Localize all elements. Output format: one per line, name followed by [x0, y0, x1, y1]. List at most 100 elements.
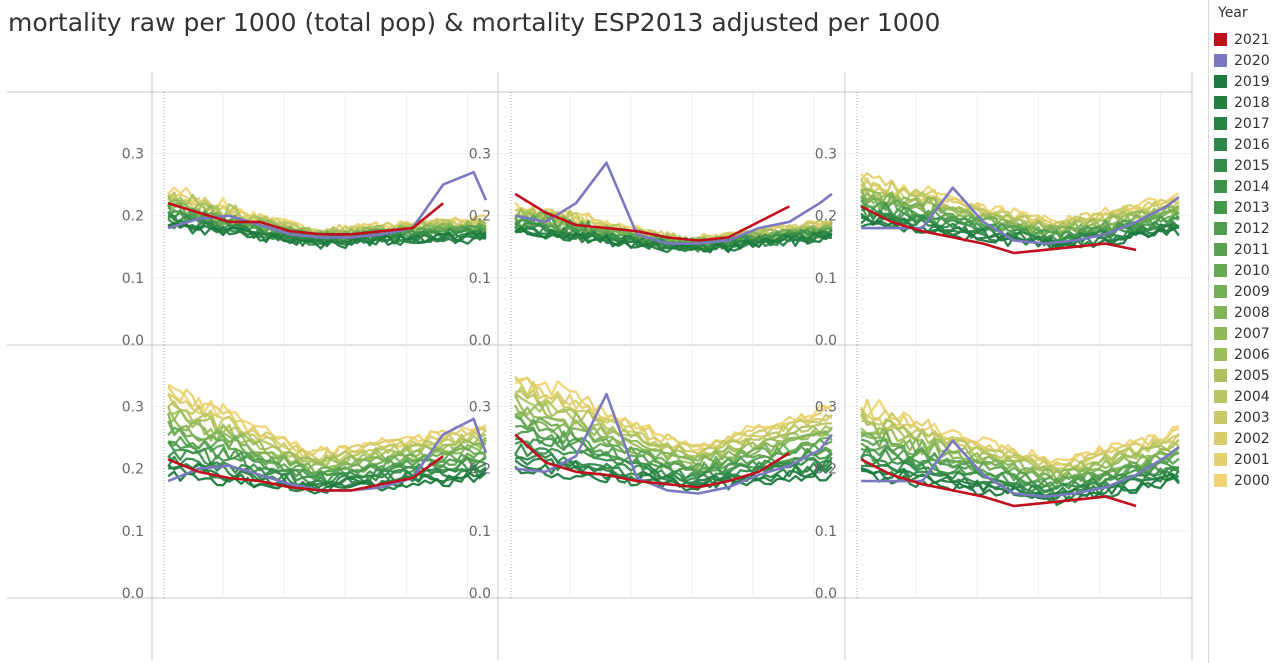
series-line-2021	[860, 205, 1137, 255]
y-tick-label: 0.0	[122, 333, 144, 349]
chart-area: 0.00.10.20.30.00.10.20.30.00.10.20.30.00…	[7, 72, 1193, 660]
legend-swatch	[1214, 348, 1227, 361]
series-line-2000	[167, 383, 487, 457]
legend-label: 2002	[1234, 430, 1270, 447]
legend-label: 2010	[1234, 262, 1270, 279]
series-line-2008	[514, 410, 833, 469]
legend-item-2004[interactable]: 2004	[1209, 386, 1285, 407]
panel-SE-raw: 0.0 0.1 0.2 0.3	[815, 92, 1190, 349]
series-line-2006	[860, 426, 1180, 479]
legend-label: 2008	[1234, 304, 1270, 321]
series-line-2021	[167, 201, 444, 236]
legend-swatch	[1214, 54, 1227, 67]
series-line-2018	[860, 466, 1180, 503]
legend-label: 2018	[1234, 94, 1270, 111]
series-line-2019	[514, 226, 833, 254]
y-tick-label: 0.0	[469, 333, 491, 349]
y-tick-label: 0.1	[122, 271, 144, 287]
legend-swatch	[1214, 453, 1227, 466]
legend-item-2005[interactable]: 2005	[1209, 365, 1285, 386]
y-tick-label: 0.0	[815, 586, 837, 602]
legend-item-2013[interactable]: 2013	[1209, 197, 1285, 218]
series-line-2010	[514, 415, 833, 471]
legend-label: 2014	[1234, 178, 1270, 195]
y-tick-label: 0.3	[469, 400, 491, 416]
legend-label: 2006	[1234, 346, 1270, 363]
legend-swatch	[1214, 369, 1227, 382]
series-line-2020	[514, 161, 833, 245]
y-tick-label: 0.3	[815, 147, 837, 163]
y-tick-label: 0.0	[469, 586, 491, 602]
panel-SE-adjusted: 0.0 0.1 0.2 0.3	[815, 345, 1190, 602]
legend-label: 2004	[1234, 388, 1270, 405]
y-tick-label: 0.1	[815, 271, 837, 287]
series-line-2021	[514, 192, 790, 242]
legend-swatch	[1214, 138, 1227, 151]
y-tick-label: 0.1	[469, 524, 491, 540]
legend-label: 2015	[1234, 157, 1270, 174]
series-line-2020	[861, 186, 1180, 245]
legend-item-2017[interactable]: 2017	[1209, 113, 1285, 134]
legend-item-2016[interactable]: 2016	[1209, 134, 1285, 155]
series-line-2019	[167, 470, 487, 495]
legend-label: 2009	[1234, 283, 1270, 300]
legend-item-2003[interactable]: 2003	[1209, 407, 1285, 428]
legend-item-2008[interactable]: 2008	[1209, 302, 1285, 323]
legend-item-2011[interactable]: 2011	[1209, 239, 1285, 260]
y-tick-label: 0.0	[122, 586, 144, 602]
panel-NL-raw: 0.0 0.1 0.2 0.3	[469, 92, 843, 349]
legend-item-2002[interactable]: 2002	[1209, 428, 1285, 449]
legend-swatch	[1214, 117, 1227, 130]
legend-label: 2019	[1234, 73, 1270, 90]
series-line-2003	[861, 411, 1180, 473]
legend-label: 2000	[1234, 472, 1270, 489]
series-line-2017	[860, 467, 1180, 500]
y-tick-label: 0.3	[122, 147, 144, 163]
legend-item-2021[interactable]: 2021	[1209, 29, 1285, 50]
legend-label: 2020	[1234, 52, 1270, 69]
series-line-2020	[514, 392, 833, 495]
y-tick-label: 0.1	[122, 524, 144, 540]
legend-label: 2012	[1234, 220, 1270, 237]
legend-label: 2005	[1234, 367, 1270, 384]
legend-swatch	[1214, 390, 1227, 403]
y-tick-label: 0.0	[815, 333, 837, 349]
series-line-2009	[167, 420, 487, 476]
legend-items: 2021 2020 2019 2018 2017 2016 2015 2014 2013 2012…	[1209, 29, 1285, 491]
legend-item-2001[interactable]: 2001	[1209, 449, 1285, 470]
legend-swatch	[1214, 222, 1227, 235]
legend-item-2014[interactable]: 2014	[1209, 176, 1285, 197]
legend-item-2000[interactable]: 2000	[1209, 470, 1285, 491]
y-tick-label: 0.2	[122, 209, 144, 225]
legend: Year 2021 2020 2019 2018 2017 2016 2015 2014 201…	[1208, 0, 1285, 663]
legend-item-2015[interactable]: 2015	[1209, 155, 1285, 176]
legend-item-2010[interactable]: 2010	[1209, 260, 1285, 281]
legend-label: 2001	[1234, 451, 1270, 468]
series-line-2019	[860, 469, 1180, 507]
legend-swatch	[1214, 201, 1227, 214]
legend-swatch	[1214, 159, 1227, 172]
legend-item-2018[interactable]: 2018	[1209, 92, 1285, 113]
legend-swatch	[1214, 96, 1227, 109]
series-line-2020	[167, 170, 488, 239]
legend-item-2006[interactable]: 2006	[1209, 344, 1285, 365]
legend-item-2012[interactable]: 2012	[1209, 218, 1285, 239]
legend-label: 2011	[1234, 241, 1270, 258]
legend-swatch	[1214, 411, 1227, 424]
legend-item-2007[interactable]: 2007	[1209, 323, 1285, 344]
series-line-2002	[860, 177, 1180, 230]
y-tick-label: 0.2	[122, 462, 144, 478]
legend-swatch	[1214, 33, 1227, 46]
series-line-2019	[860, 221, 1180, 250]
series-line-2012	[167, 440, 487, 481]
y-tick-label: 0.2	[469, 462, 491, 478]
legend-item-2009[interactable]: 2009	[1209, 281, 1285, 302]
legend-item-2019[interactable]: 2019	[1209, 71, 1285, 92]
y-tick-label: 0.1	[469, 271, 491, 287]
legend-item-2020[interactable]: 2020	[1209, 50, 1285, 71]
y-tick-label: 0.2	[815, 209, 837, 225]
y-tick-label: 0.1	[815, 524, 837, 540]
series-line-2019	[514, 465, 833, 492]
series-line-2020	[861, 439, 1180, 498]
y-tick-label: 0.3	[815, 400, 837, 416]
